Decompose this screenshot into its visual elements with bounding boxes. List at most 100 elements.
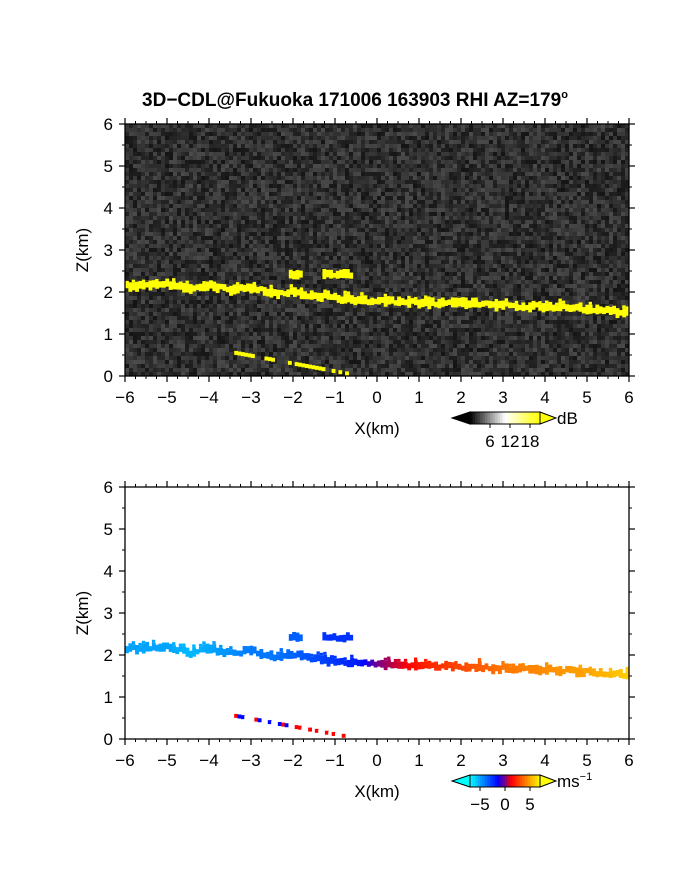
noise-cell xyxy=(593,252,597,256)
noise-cell xyxy=(145,236,149,240)
noise-cell xyxy=(617,232,621,236)
noise-cell xyxy=(393,152,397,156)
noise-cell xyxy=(585,132,589,136)
noise-cell xyxy=(533,192,537,196)
noise-cell xyxy=(205,264,209,268)
noise-cell xyxy=(561,168,565,172)
noise-cell xyxy=(261,184,265,188)
noise-cell xyxy=(157,136,161,140)
noise-cell xyxy=(273,252,277,256)
noise-cell xyxy=(453,256,457,260)
noise-cell xyxy=(485,184,489,188)
noise-cell xyxy=(521,268,525,272)
noise-cell xyxy=(557,260,561,264)
noise-cell xyxy=(357,172,361,176)
noise-cell xyxy=(357,128,361,132)
noise-cell xyxy=(265,168,269,172)
noise-cell xyxy=(169,136,173,140)
noise-cell xyxy=(529,136,533,140)
noise-cell xyxy=(385,144,389,148)
noise-cell xyxy=(125,260,129,264)
noise-cell xyxy=(325,176,329,180)
noise-cell xyxy=(393,168,397,172)
noise-cell xyxy=(481,212,485,216)
noise-cell xyxy=(169,276,173,280)
noise-cell xyxy=(385,212,389,216)
noise-cell xyxy=(389,172,393,176)
noise-cell xyxy=(437,204,441,208)
noise-cell xyxy=(445,164,449,168)
noise-cell xyxy=(149,244,153,248)
noise-cell xyxy=(517,216,521,220)
noise-cell xyxy=(597,212,601,216)
noise-cell xyxy=(413,124,417,128)
noise-cell xyxy=(193,248,197,252)
noise-cell xyxy=(401,152,405,156)
noise-cell xyxy=(533,244,537,248)
noise-cell xyxy=(333,168,337,172)
noise-cell xyxy=(293,152,297,156)
noise-cell xyxy=(261,152,265,156)
noise-cell xyxy=(537,244,541,248)
noise-cell xyxy=(433,260,437,264)
noise-cell xyxy=(389,192,393,196)
noise-cell xyxy=(177,208,181,212)
noise-cell xyxy=(385,260,389,264)
noise-cell xyxy=(153,228,157,232)
noise-cell xyxy=(357,140,361,144)
noise-cell xyxy=(477,212,481,216)
noise-cell xyxy=(425,124,429,128)
noise-cell xyxy=(449,276,453,280)
noise-cell xyxy=(233,164,237,168)
noise-cell xyxy=(241,276,245,280)
noise-cell xyxy=(429,256,433,260)
noise-cell xyxy=(141,148,145,152)
noise-cell xyxy=(329,180,333,184)
noise-cell xyxy=(133,268,137,272)
noise-cell xyxy=(281,212,285,216)
noise-cell xyxy=(617,260,621,264)
noise-cell xyxy=(417,144,421,148)
noise-cell xyxy=(429,264,433,268)
noise-cell xyxy=(369,124,373,128)
noise-cell xyxy=(169,200,173,204)
noise-cell xyxy=(337,252,341,256)
noise-cell xyxy=(225,228,229,232)
noise-cell xyxy=(221,208,225,212)
noise-cell xyxy=(265,180,269,184)
noise-cell xyxy=(449,132,453,136)
noise-cell xyxy=(597,196,601,200)
noise-cell xyxy=(509,152,513,156)
noise-cell xyxy=(149,160,153,164)
noise-cell xyxy=(137,124,141,128)
noise-cell xyxy=(253,128,257,132)
noise-cell xyxy=(273,216,277,220)
noise-cell xyxy=(385,248,389,252)
noise-cell xyxy=(405,212,409,216)
noise-cell xyxy=(141,144,145,148)
noise-cell xyxy=(361,148,365,152)
noise-cell xyxy=(221,272,225,276)
noise-cell xyxy=(389,240,393,244)
noise-cell xyxy=(457,224,461,228)
noise-cell xyxy=(561,132,565,136)
noise-cell xyxy=(373,256,377,260)
noise-cell xyxy=(349,172,353,176)
noise-cell xyxy=(317,260,321,264)
noise-cell xyxy=(405,272,409,276)
noise-cell xyxy=(333,208,337,212)
noise-cell xyxy=(405,236,409,240)
noise-cell xyxy=(601,160,605,164)
noise-cell xyxy=(157,204,161,208)
noise-cell xyxy=(473,272,477,276)
noise-cell xyxy=(485,268,489,272)
noise-cell xyxy=(617,264,621,268)
noise-cell xyxy=(277,212,281,216)
noise-cell xyxy=(589,140,593,144)
noise-cell xyxy=(493,152,497,156)
noise-cell xyxy=(325,248,329,252)
noise-cell xyxy=(149,232,153,236)
noise-cell xyxy=(361,268,365,272)
noise-cell xyxy=(457,188,461,192)
